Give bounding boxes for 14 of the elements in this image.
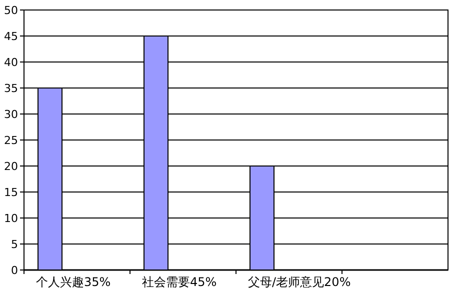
y-tick-label: 0 — [11, 264, 18, 277]
y-tick-label: 5 — [11, 238, 18, 251]
x-tick-label: 父母/老师意见20% — [248, 275, 351, 289]
y-tick-label: 40 — [4, 56, 18, 69]
y-tick-label: 15 — [4, 186, 18, 199]
y-tick-label: 30 — [4, 108, 18, 121]
x-tick-label: 个人兴趣35% — [36, 275, 111, 289]
y-tick-label: 35 — [4, 82, 18, 95]
y-tick-label: 10 — [4, 212, 18, 225]
y-tick-label: 50 — [4, 4, 18, 17]
y-tick-label: 20 — [4, 160, 18, 173]
y-tick-label: 25 — [4, 134, 18, 147]
y-tick-label: 45 — [4, 30, 18, 43]
x-tick-label: 社会需要45% — [142, 275, 217, 289]
